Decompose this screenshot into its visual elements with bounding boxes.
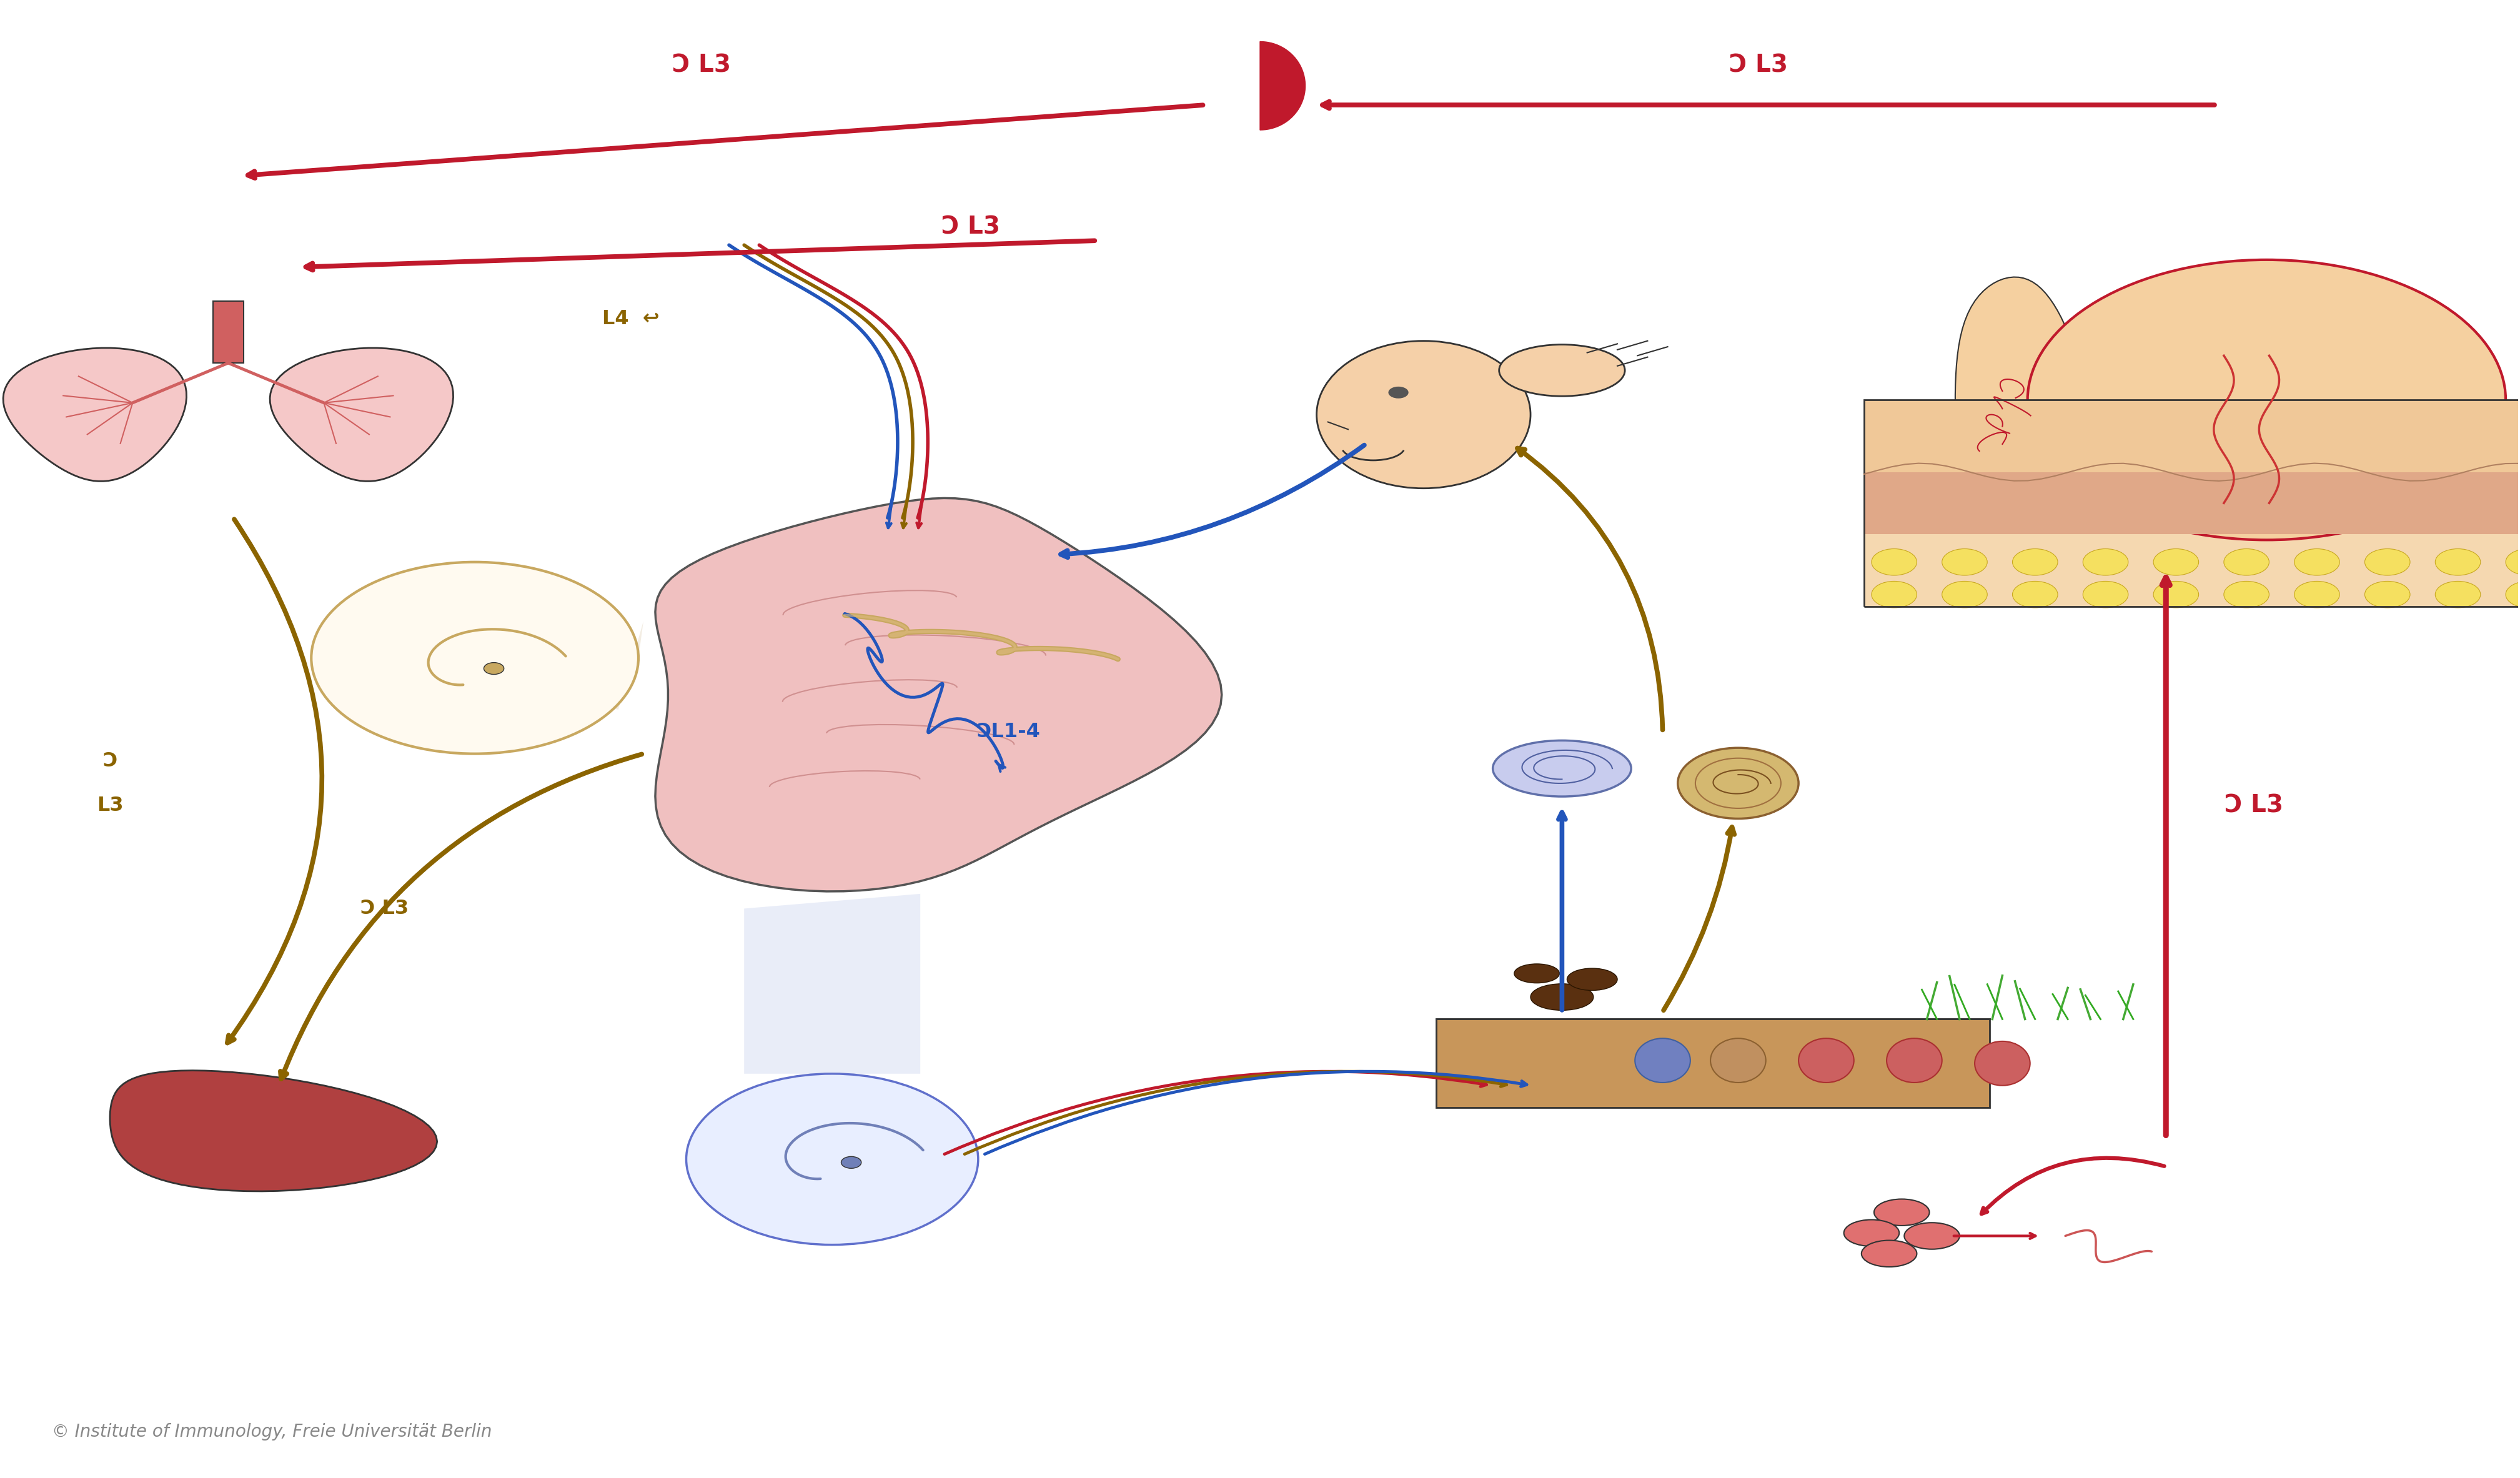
Bar xyxy=(1865,471,2520,534)
Polygon shape xyxy=(270,347,454,482)
Circle shape xyxy=(685,1073,978,1244)
Circle shape xyxy=(2084,548,2129,575)
Text: Ɔ L3: Ɔ L3 xyxy=(1729,53,1787,77)
Circle shape xyxy=(2505,548,2520,575)
Bar xyxy=(1865,401,2520,471)
Polygon shape xyxy=(312,621,643,709)
Text: Ɔ: Ɔ xyxy=(103,751,118,772)
Text: L4  ↩: L4 ↩ xyxy=(602,309,660,328)
Ellipse shape xyxy=(1492,740,1630,797)
Circle shape xyxy=(2223,548,2268,575)
Circle shape xyxy=(2293,581,2339,607)
Circle shape xyxy=(1943,548,1988,575)
Ellipse shape xyxy=(1315,341,1530,488)
Ellipse shape xyxy=(1530,984,1593,1011)
Text: © Institute of Immunology, Freie Universität Berlin: © Institute of Immunology, Freie Univers… xyxy=(53,1423,491,1441)
Circle shape xyxy=(1872,548,1918,575)
Circle shape xyxy=(2434,548,2480,575)
Text: Ɔ L3: Ɔ L3 xyxy=(673,53,731,77)
Ellipse shape xyxy=(1499,344,1625,396)
Ellipse shape xyxy=(1635,1039,1691,1082)
Bar xyxy=(214,302,244,364)
Circle shape xyxy=(2293,548,2339,575)
Circle shape xyxy=(2223,581,2268,607)
Circle shape xyxy=(2155,548,2197,575)
Circle shape xyxy=(484,662,504,674)
Text: Ɔ L3: Ɔ L3 xyxy=(942,216,1000,239)
Polygon shape xyxy=(1956,276,2082,523)
Polygon shape xyxy=(743,894,920,1073)
Ellipse shape xyxy=(1845,1219,1900,1246)
Circle shape xyxy=(2364,548,2409,575)
Polygon shape xyxy=(111,1070,436,1191)
Ellipse shape xyxy=(1678,748,1799,819)
Polygon shape xyxy=(655,498,1222,891)
Circle shape xyxy=(2505,581,2520,607)
Text: Ɔ L3: Ɔ L3 xyxy=(2225,794,2283,817)
Ellipse shape xyxy=(1799,1039,1855,1082)
Ellipse shape xyxy=(1887,1039,1943,1082)
Text: L3: L3 xyxy=(96,795,123,814)
Ellipse shape xyxy=(1711,1039,1767,1082)
Circle shape xyxy=(2013,548,2059,575)
Ellipse shape xyxy=(1567,968,1618,990)
Circle shape xyxy=(1872,581,1918,607)
Bar xyxy=(1865,401,2520,606)
Circle shape xyxy=(2155,581,2197,607)
Circle shape xyxy=(2013,581,2059,607)
Text: Ɔ L3: Ɔ L3 xyxy=(360,899,408,918)
Ellipse shape xyxy=(1905,1222,1961,1249)
Text: ƆL1-4: ƆL1-4 xyxy=(978,721,1041,742)
Circle shape xyxy=(2084,581,2129,607)
Bar xyxy=(1436,1020,1991,1107)
Circle shape xyxy=(312,562,638,754)
Ellipse shape xyxy=(1976,1042,2031,1085)
Circle shape xyxy=(1943,581,1988,607)
Circle shape xyxy=(842,1156,862,1168)
Circle shape xyxy=(2364,581,2409,607)
Polygon shape xyxy=(3,347,186,482)
Circle shape xyxy=(2434,581,2480,607)
Ellipse shape xyxy=(1862,1240,1918,1267)
Ellipse shape xyxy=(1515,964,1560,983)
Bar xyxy=(1865,401,2520,606)
Polygon shape xyxy=(1260,41,1305,130)
Circle shape xyxy=(1389,387,1409,399)
Circle shape xyxy=(2029,260,2505,539)
Ellipse shape xyxy=(1875,1199,1930,1225)
